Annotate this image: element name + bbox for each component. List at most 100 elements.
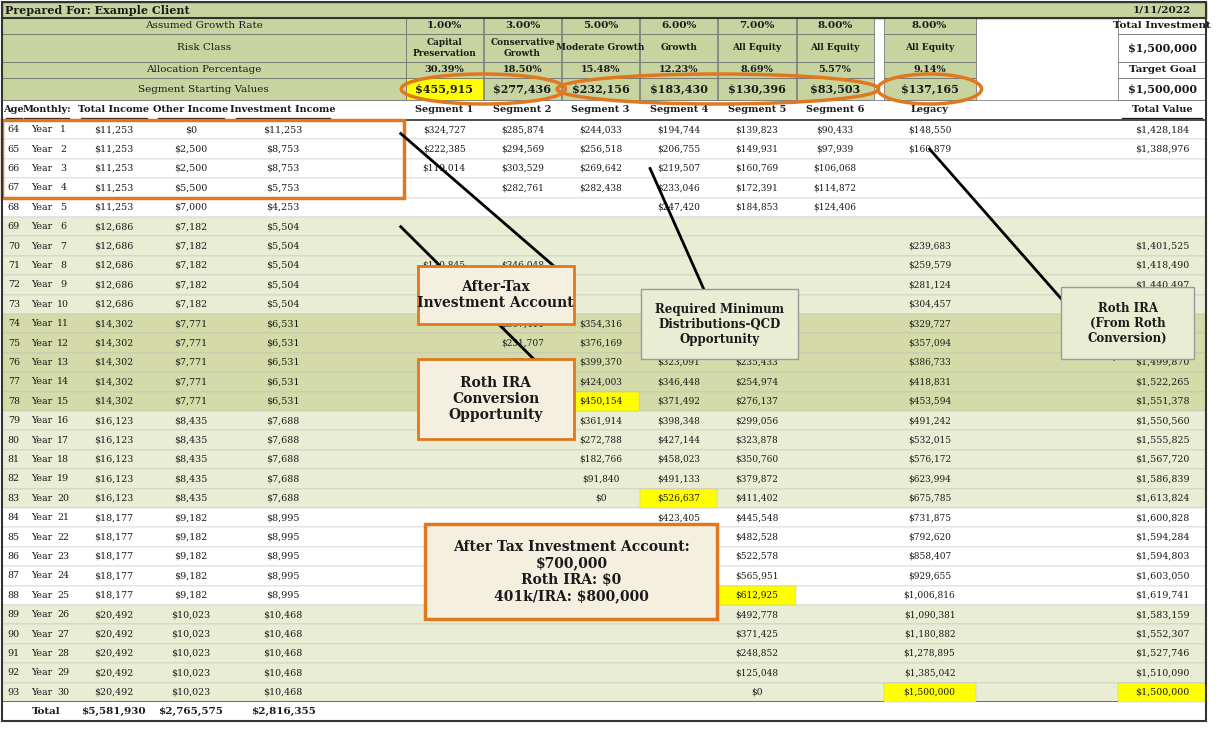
Text: $1,510,090: $1,510,090 bbox=[1136, 668, 1189, 677]
Text: $1,500,000: $1,500,000 bbox=[1128, 84, 1197, 94]
Bar bbox=[484, 18, 560, 34]
Text: Year: Year bbox=[31, 630, 53, 639]
Text: $1,440,497: $1,440,497 bbox=[1136, 280, 1189, 290]
Text: $9,182: $9,182 bbox=[175, 572, 208, 581]
Bar bbox=[2, 450, 1206, 469]
Bar bbox=[2, 120, 404, 198]
Text: $623,994: $623,994 bbox=[908, 474, 951, 483]
Text: Year: Year bbox=[31, 668, 53, 677]
Text: $363,752: $363,752 bbox=[501, 280, 543, 290]
Bar bbox=[2, 2, 1206, 18]
Text: 68: 68 bbox=[7, 203, 20, 212]
Text: $491,133: $491,133 bbox=[657, 474, 700, 483]
Text: After Tax Investment Account:
$700,000
Roth IRA: $0
401k/IRA: $800,000: After Tax Investment Account: $700,000 R… bbox=[453, 540, 690, 602]
Text: $149,931: $149,931 bbox=[735, 145, 779, 154]
Text: Risk Class: Risk Class bbox=[177, 44, 231, 53]
Text: Prepared For: Example Client: Prepared For: Example Client bbox=[5, 5, 189, 16]
Text: 83: 83 bbox=[7, 494, 20, 503]
Bar bbox=[2, 701, 1206, 722]
Text: $10,468: $10,468 bbox=[264, 649, 303, 658]
Text: $1,180,882: $1,180,882 bbox=[904, 630, 956, 639]
Text: Age: Age bbox=[4, 106, 24, 115]
Text: 87: 87 bbox=[7, 572, 20, 581]
Text: 78: 78 bbox=[7, 397, 20, 406]
Text: Monthly:: Monthly: bbox=[22, 106, 71, 115]
Text: $213,818: $213,818 bbox=[657, 552, 700, 561]
Text: $526,637: $526,637 bbox=[657, 494, 701, 503]
Text: $7,182: $7,182 bbox=[175, 222, 208, 231]
Text: $8,435: $8,435 bbox=[175, 474, 208, 483]
Text: $5,581,930: $5,581,930 bbox=[82, 707, 147, 716]
Text: $10,468: $10,468 bbox=[264, 610, 303, 619]
Text: $125,048: $125,048 bbox=[735, 668, 779, 677]
Text: All Equity: All Equity bbox=[905, 44, 955, 53]
Text: $2,500: $2,500 bbox=[175, 145, 208, 154]
Text: $12,686: $12,686 bbox=[94, 261, 133, 270]
Text: $382,362: $382,362 bbox=[501, 300, 543, 309]
Text: $160,879: $160,879 bbox=[908, 145, 951, 154]
Text: $731,875: $731,875 bbox=[908, 513, 951, 523]
Bar bbox=[562, 391, 640, 411]
Text: $7,771: $7,771 bbox=[175, 339, 208, 348]
Bar bbox=[1118, 34, 1206, 62]
Text: $1,619,741: $1,619,741 bbox=[1136, 591, 1189, 599]
Text: 12: 12 bbox=[57, 339, 70, 348]
Text: $14,302: $14,302 bbox=[94, 397, 133, 406]
Text: Year: Year bbox=[31, 339, 53, 348]
Text: 2: 2 bbox=[60, 145, 66, 154]
Text: $379,872: $379,872 bbox=[735, 474, 779, 483]
Text: 10: 10 bbox=[57, 300, 70, 309]
Text: Segment Starting Values: Segment Starting Values bbox=[138, 84, 269, 93]
Text: $1,500,000: $1,500,000 bbox=[1136, 688, 1189, 697]
Text: 67: 67 bbox=[7, 183, 20, 192]
Text: $6,531: $6,531 bbox=[266, 339, 299, 348]
Bar bbox=[405, 18, 482, 34]
Text: $792,620: $792,620 bbox=[908, 532, 951, 541]
Text: $1,594,803: $1,594,803 bbox=[1134, 552, 1189, 561]
Text: $1,613,824: $1,613,824 bbox=[1136, 494, 1189, 503]
Text: 74: 74 bbox=[7, 319, 20, 328]
Text: $256,518: $256,518 bbox=[579, 145, 623, 154]
Text: $7,000: $7,000 bbox=[175, 203, 208, 212]
Text: Year: Year bbox=[31, 474, 53, 483]
Text: $217,390: $217,390 bbox=[735, 339, 779, 348]
Text: $1,388,976: $1,388,976 bbox=[1134, 145, 1189, 154]
Text: 71: 71 bbox=[7, 261, 20, 270]
Text: $8,995: $8,995 bbox=[266, 591, 299, 599]
Text: $235,433: $235,433 bbox=[735, 358, 778, 367]
Text: $1,428,184: $1,428,184 bbox=[1136, 125, 1189, 134]
Text: $282,761: $282,761 bbox=[501, 183, 543, 192]
Text: 5.57%: 5.57% bbox=[819, 66, 851, 75]
Text: $12,686: $12,686 bbox=[94, 280, 133, 290]
Text: 89: 89 bbox=[7, 610, 20, 619]
Text: $6,531: $6,531 bbox=[266, 378, 299, 386]
Text: $2,500: $2,500 bbox=[175, 164, 208, 173]
Text: $7,688: $7,688 bbox=[266, 416, 299, 425]
Text: $1,499,870: $1,499,870 bbox=[1136, 358, 1189, 367]
Text: 15: 15 bbox=[57, 397, 70, 406]
Text: Year: Year bbox=[31, 222, 53, 231]
Text: $155,242: $155,242 bbox=[501, 358, 545, 367]
Text: $65,750: $65,750 bbox=[425, 280, 463, 290]
Text: $1,552,307: $1,552,307 bbox=[1134, 630, 1189, 639]
Text: $206,755: $206,755 bbox=[657, 145, 701, 154]
Text: $294,569: $294,569 bbox=[501, 145, 545, 154]
Bar bbox=[640, 62, 718, 78]
Text: $18,177: $18,177 bbox=[94, 532, 133, 541]
Text: $319,135: $319,135 bbox=[657, 532, 701, 541]
Bar bbox=[640, 18, 718, 34]
FancyBboxPatch shape bbox=[418, 266, 574, 324]
Text: $7,182: $7,182 bbox=[175, 300, 208, 309]
Text: $301,310: $301,310 bbox=[657, 339, 700, 348]
Text: $10,023: $10,023 bbox=[171, 688, 210, 697]
Text: $398,348: $398,348 bbox=[657, 416, 700, 425]
Bar bbox=[718, 18, 796, 34]
Text: $8,995: $8,995 bbox=[266, 513, 299, 523]
Text: 75: 75 bbox=[7, 339, 20, 348]
Text: $16,123: $16,123 bbox=[94, 436, 133, 445]
Text: 70: 70 bbox=[7, 241, 20, 250]
Text: Year: Year bbox=[31, 455, 53, 464]
Text: 25: 25 bbox=[57, 591, 70, 599]
Text: $1,467,950: $1,467,950 bbox=[1134, 300, 1189, 309]
Text: 12.23%: 12.23% bbox=[659, 66, 698, 75]
